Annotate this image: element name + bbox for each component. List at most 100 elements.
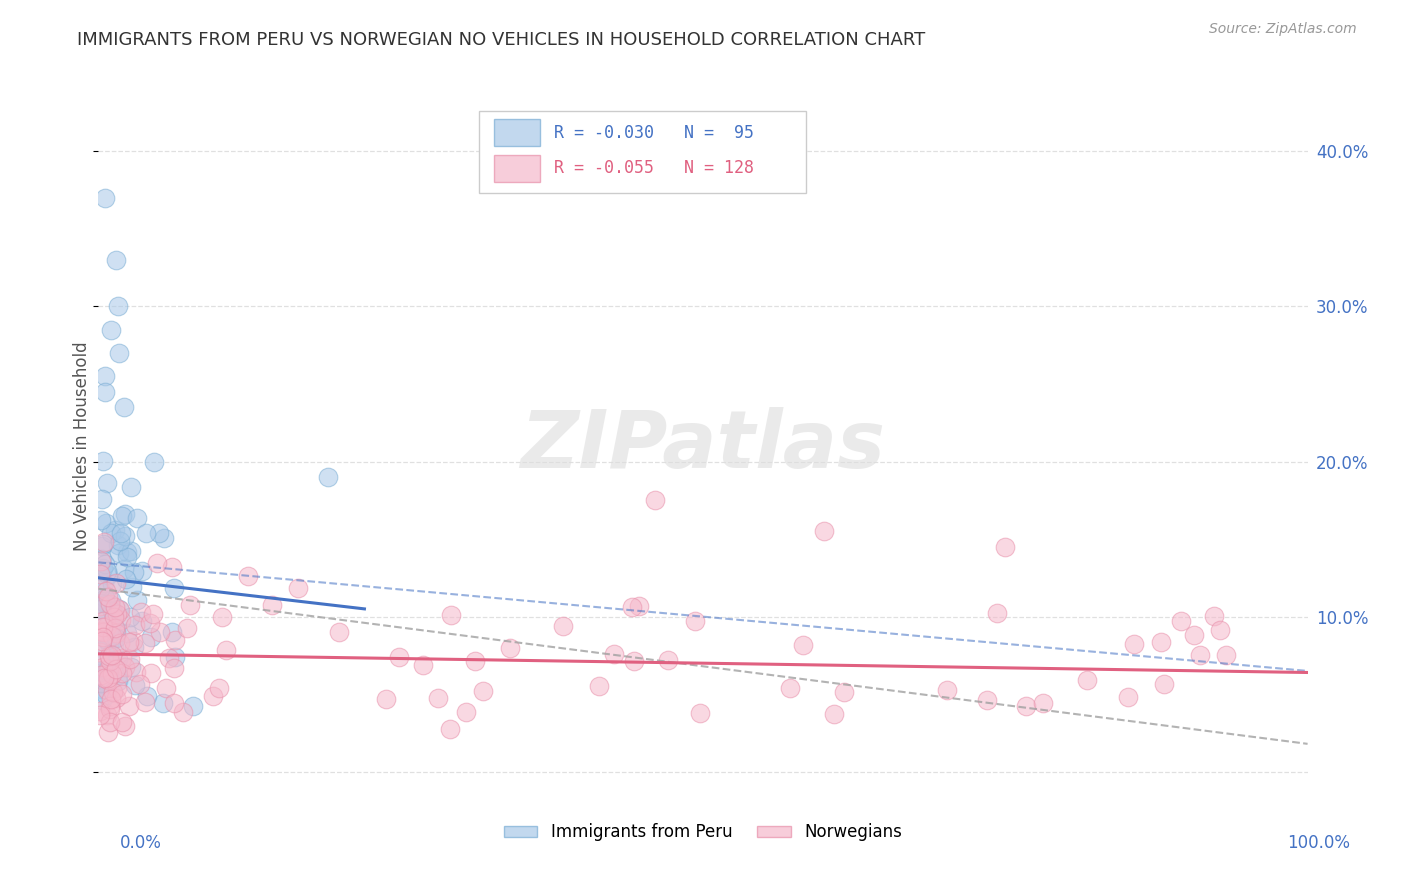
- Point: [104, 624, 127, 638]
- Point: [90, 554, 112, 568]
- Text: 0.0%: 0.0%: [120, 834, 162, 852]
- Point: [139, 665, 162, 680]
- Point: [111, 687, 134, 701]
- Point: [94, 558, 117, 572]
- Point: [135, 525, 157, 540]
- Point: [104, 576, 127, 591]
- Point: [118, 698, 141, 713]
- Point: [97, 724, 120, 739]
- Point: [935, 683, 957, 698]
- Point: [620, 600, 643, 615]
- Point: [100, 692, 122, 706]
- Legend: Immigrants from Peru, Norwegians: Immigrants from Peru, Norwegians: [498, 817, 908, 848]
- Point: [94, 591, 117, 606]
- Point: [89, 668, 111, 682]
- Point: [813, 524, 835, 539]
- Point: [131, 564, 153, 578]
- Point: [107, 674, 129, 689]
- Point: [163, 696, 186, 710]
- Point: [96, 708, 118, 723]
- Point: [138, 615, 160, 630]
- Point: [464, 654, 486, 668]
- Point: [90, 594, 112, 608]
- Point: [101, 604, 124, 618]
- Point: [1015, 699, 1038, 714]
- Text: 100.0%: 100.0%: [1286, 834, 1350, 852]
- Point: [89, 596, 111, 610]
- Text: ZIPatlas: ZIPatlas: [520, 407, 886, 485]
- Point: [114, 507, 136, 521]
- Point: [108, 603, 131, 617]
- Point: [107, 346, 129, 360]
- Point: [104, 252, 127, 267]
- Point: [115, 544, 138, 558]
- Point: [100, 648, 122, 662]
- Point: [146, 557, 169, 571]
- Point: [134, 695, 156, 709]
- Point: [114, 572, 136, 586]
- Point: [412, 657, 434, 672]
- Point: [181, 699, 204, 714]
- Point: [1122, 637, 1144, 651]
- Point: [148, 625, 170, 640]
- Point: [91, 633, 114, 648]
- Point: [96, 632, 118, 647]
- Point: [104, 621, 127, 635]
- Point: [472, 683, 495, 698]
- Point: [96, 688, 118, 702]
- Point: [90, 602, 112, 616]
- Point: [118, 610, 141, 624]
- Point: [115, 550, 138, 565]
- Point: [111, 651, 134, 665]
- Point: [111, 666, 134, 681]
- Point: [131, 614, 153, 628]
- Point: [89, 645, 111, 659]
- Point: [215, 643, 238, 657]
- Point: [89, 708, 111, 723]
- Point: [97, 671, 120, 685]
- Point: [439, 722, 461, 736]
- Point: [91, 682, 114, 697]
- Point: [107, 538, 129, 552]
- Point: [96, 565, 118, 579]
- Point: [91, 537, 114, 551]
- Point: [98, 714, 121, 729]
- Point: [163, 581, 186, 595]
- Point: [96, 664, 118, 678]
- Point: [111, 715, 134, 730]
- Point: [94, 612, 117, 626]
- Point: [832, 685, 855, 699]
- Point: [91, 630, 114, 644]
- Point: [91, 673, 114, 687]
- Point: [287, 581, 309, 595]
- Point: [103, 610, 125, 624]
- Point: [89, 655, 111, 669]
- Point: [153, 531, 176, 545]
- Point: [456, 705, 478, 719]
- Point: [104, 600, 127, 615]
- Point: [98, 649, 121, 664]
- Point: [97, 590, 120, 604]
- Point: [118, 651, 141, 665]
- Point: [823, 706, 845, 721]
- Point: [1032, 696, 1054, 710]
- Point: [93, 576, 115, 591]
- Point: [101, 666, 124, 681]
- Point: [155, 681, 177, 696]
- Point: [112, 401, 135, 415]
- Point: [588, 680, 610, 694]
- Point: [89, 567, 111, 582]
- Point: [97, 662, 120, 676]
- Point: [104, 624, 127, 638]
- Point: [1170, 615, 1192, 629]
- Point: [129, 677, 152, 691]
- Point: [1208, 624, 1230, 638]
- Point: [96, 683, 118, 698]
- Point: [101, 684, 124, 698]
- Point: [94, 191, 117, 205]
- Point: [100, 592, 122, 607]
- Point: [100, 323, 122, 337]
- Point: [163, 660, 186, 674]
- Point: [111, 509, 134, 524]
- Point: [976, 693, 998, 707]
